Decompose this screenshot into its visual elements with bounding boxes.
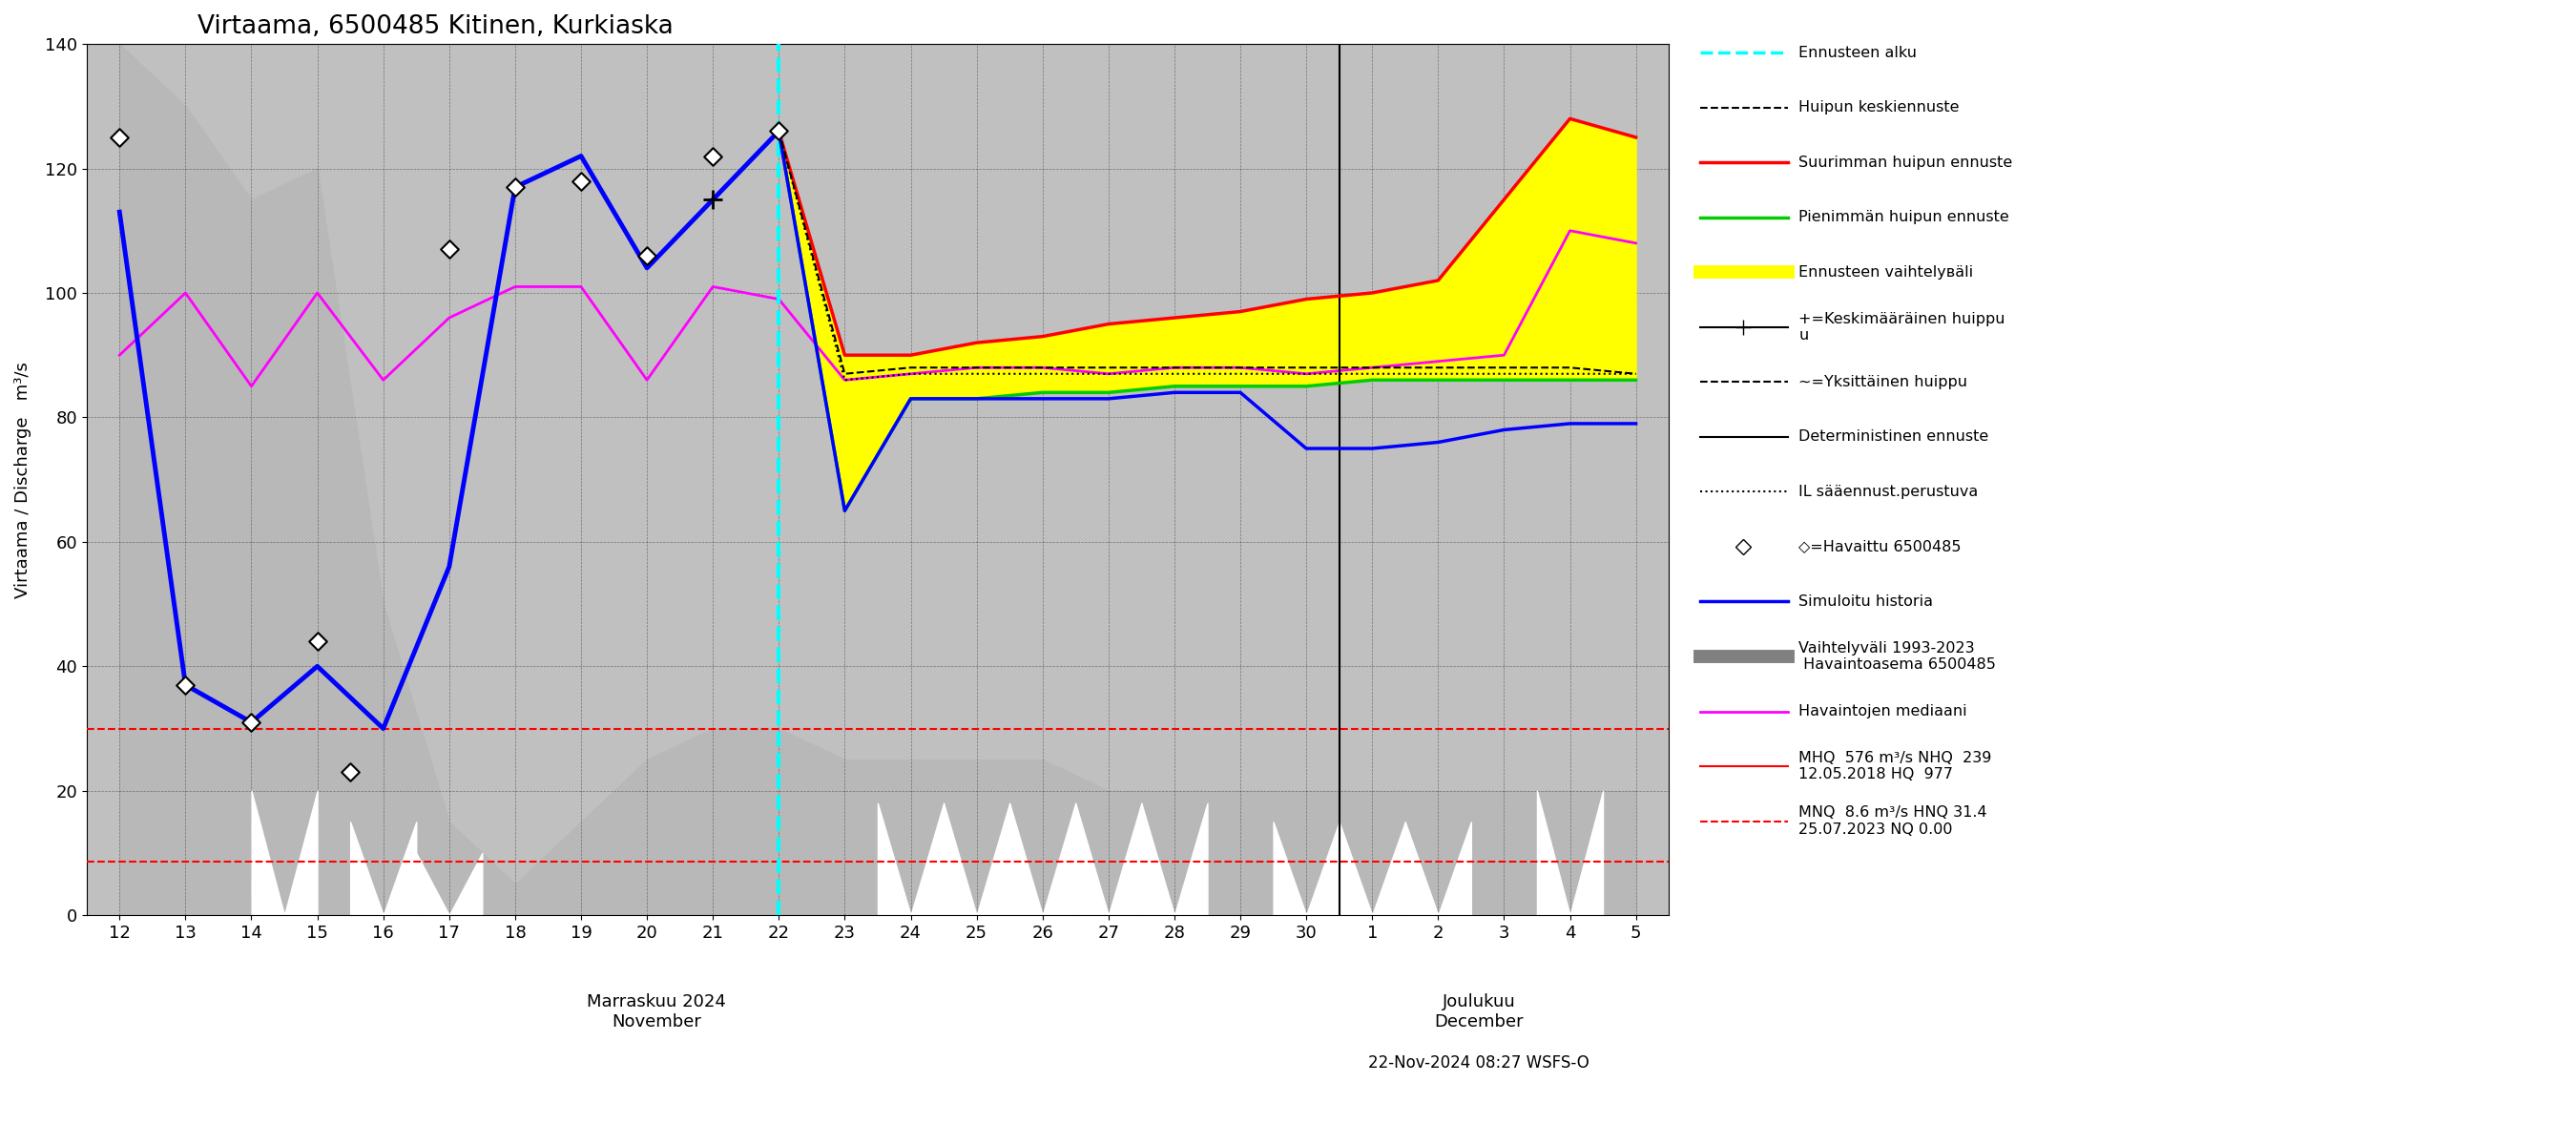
Text: Deterministinen ennuste: Deterministinen ennuste	[1798, 429, 1989, 444]
Text: IL sääennust.perustuva: IL sääennust.perustuva	[1798, 484, 1978, 499]
Text: Virtaama, 6500485 Kitinen, Kurkiaska: Virtaama, 6500485 Kitinen, Kurkiaska	[198, 14, 672, 39]
Text: ◇=Havaittu 6500485: ◇=Havaittu 6500485	[1798, 539, 1960, 554]
Text: Ennusteen alku: Ennusteen alku	[1798, 46, 1917, 60]
Point	[330, 763, 371, 781]
Text: Joulukuu
December: Joulukuu December	[1435, 994, 1522, 1030]
Point	[428, 240, 469, 259]
Point	[693, 147, 734, 165]
Text: 22-Nov-2024 08:27 WSFS-O: 22-Nov-2024 08:27 WSFS-O	[1368, 1055, 1589, 1072]
Text: Havaintojen mediaani: Havaintojen mediaani	[1798, 704, 1968, 719]
Text: +=Keskimääräinen huippu
u: +=Keskimääräinen huippu u	[1798, 311, 2004, 342]
Point	[98, 128, 139, 147]
Text: Marraskuu 2024
November: Marraskuu 2024 November	[587, 994, 726, 1030]
Point	[232, 713, 273, 732]
Text: Huipun keskiennuste: Huipun keskiennuste	[1798, 101, 1960, 114]
Text: MHQ  576 m³/s NHQ  239
12.05.2018 HQ  977: MHQ 576 m³/s NHQ 239 12.05.2018 HQ 977	[1798, 751, 1991, 782]
Point	[757, 123, 799, 141]
Text: ~=Yksittäinen huippu: ~=Yksittäinen huippu	[1798, 374, 1968, 389]
Point	[626, 246, 667, 264]
Text: MNQ  8.6 m³/s HNQ 31.4
25.07.2023 NQ 0.00: MNQ 8.6 m³/s HNQ 31.4 25.07.2023 NQ 0.00	[1798, 806, 1986, 837]
Point	[562, 172, 603, 190]
Point	[495, 177, 536, 196]
Text: Simuloitu historia: Simuloitu historia	[1798, 594, 1932, 609]
Text: Pienimmän huipun ennuste: Pienimmän huipun ennuste	[1798, 211, 2009, 224]
Text: Ennusteen vaihtelувäli: Ennusteen vaihtelувäli	[1798, 266, 1973, 279]
Text: Vaihtelуväli 1993-2023
 Havaintoasema 6500485: Vaihtelуväli 1993-2023 Havaintoasema 650…	[1798, 641, 1996, 672]
Point	[165, 676, 206, 694]
Y-axis label: Virtaama / Discharge   m³/s: Virtaama / Discharge m³/s	[15, 362, 31, 598]
Point	[296, 632, 337, 650]
Text: Suurimman huipun ennuste: Suurimman huipun ennuste	[1798, 156, 2012, 169]
